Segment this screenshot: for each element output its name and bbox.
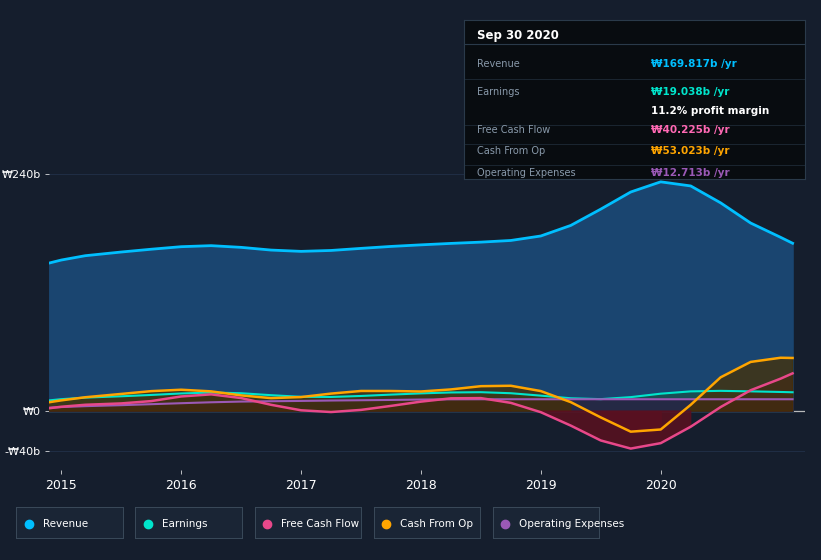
Text: Revenue: Revenue (44, 519, 88, 529)
Text: Earnings: Earnings (478, 87, 520, 97)
Text: Operating Expenses: Operating Expenses (478, 168, 576, 178)
Text: ₩40.225b /yr: ₩40.225b /yr (651, 125, 730, 135)
Text: Revenue: Revenue (478, 59, 521, 69)
Text: ₩53.023b /yr: ₩53.023b /yr (651, 146, 730, 156)
Text: ₩12.713b /yr: ₩12.713b /yr (651, 168, 730, 178)
Text: Cash From Op: Cash From Op (401, 519, 473, 529)
Text: 11.2% profit margin: 11.2% profit margin (651, 106, 769, 116)
Text: ₩169.817b /yr: ₩169.817b /yr (651, 59, 737, 69)
Text: Free Cash Flow: Free Cash Flow (282, 519, 360, 529)
Text: Earnings: Earnings (163, 519, 208, 529)
Text: Operating Expenses: Operating Expenses (520, 519, 625, 529)
Text: Sep 30 2020: Sep 30 2020 (478, 29, 559, 42)
Text: Cash From Op: Cash From Op (478, 146, 546, 156)
Text: ₩19.038b /yr: ₩19.038b /yr (651, 87, 730, 97)
Text: Free Cash Flow: Free Cash Flow (478, 125, 551, 135)
